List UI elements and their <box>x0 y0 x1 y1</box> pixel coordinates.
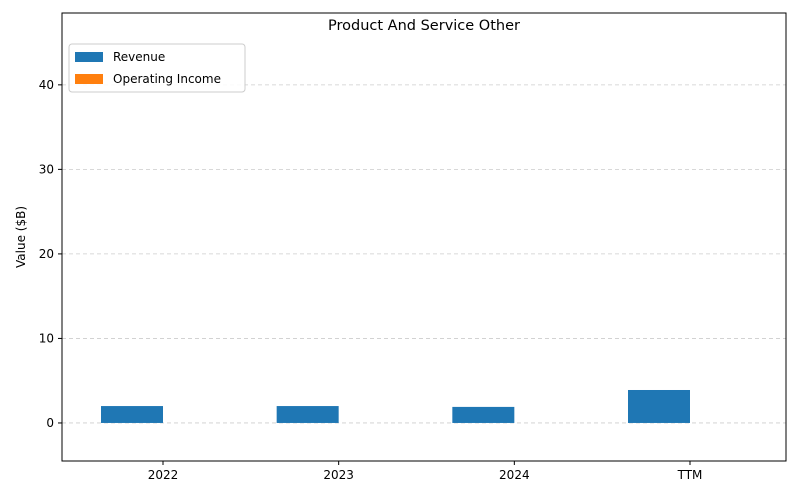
y-tick-label: 40 <box>39 78 54 92</box>
plot-frame <box>61 12 787 462</box>
chart-title: Product And Service Other <box>328 18 520 34</box>
legend-swatch-operating-income <box>75 74 103 84</box>
y-axis-title: Value ($B) <box>14 206 28 268</box>
y-tick-label: 10 <box>39 331 54 345</box>
x-tick-label: 2023 <box>323 468 354 482</box>
legend-swatch-revenue <box>75 52 103 62</box>
legend-label-operating-income: Operating Income <box>113 72 221 86</box>
x-tick-label: TTM <box>677 468 703 482</box>
y-tick-label: 20 <box>39 247 54 261</box>
bar-revenue-2024 <box>452 406 515 423</box>
y-tick-label: 30 <box>39 162 54 176</box>
legend-label-revenue: Revenue <box>113 50 165 64</box>
x-tick-label: 2022 <box>148 468 179 482</box>
legend[interactable]: Revenue Operating Income <box>68 43 246 93</box>
bar-revenue-ttm <box>628 389 690 423</box>
x-tick-label: 2024 <box>499 468 530 482</box>
bar-revenue-2023 <box>276 406 339 423</box>
legend-box <box>68 43 246 93</box>
bar-revenue-2022 <box>101 406 163 423</box>
x-axis-ticks: 2022 2023 2024 TTM <box>148 461 703 482</box>
y-tick-label: 0 <box>46 416 54 430</box>
bars-group <box>101 389 690 423</box>
y-axis-ticks: 0 10 20 30 40 <box>39 78 62 430</box>
